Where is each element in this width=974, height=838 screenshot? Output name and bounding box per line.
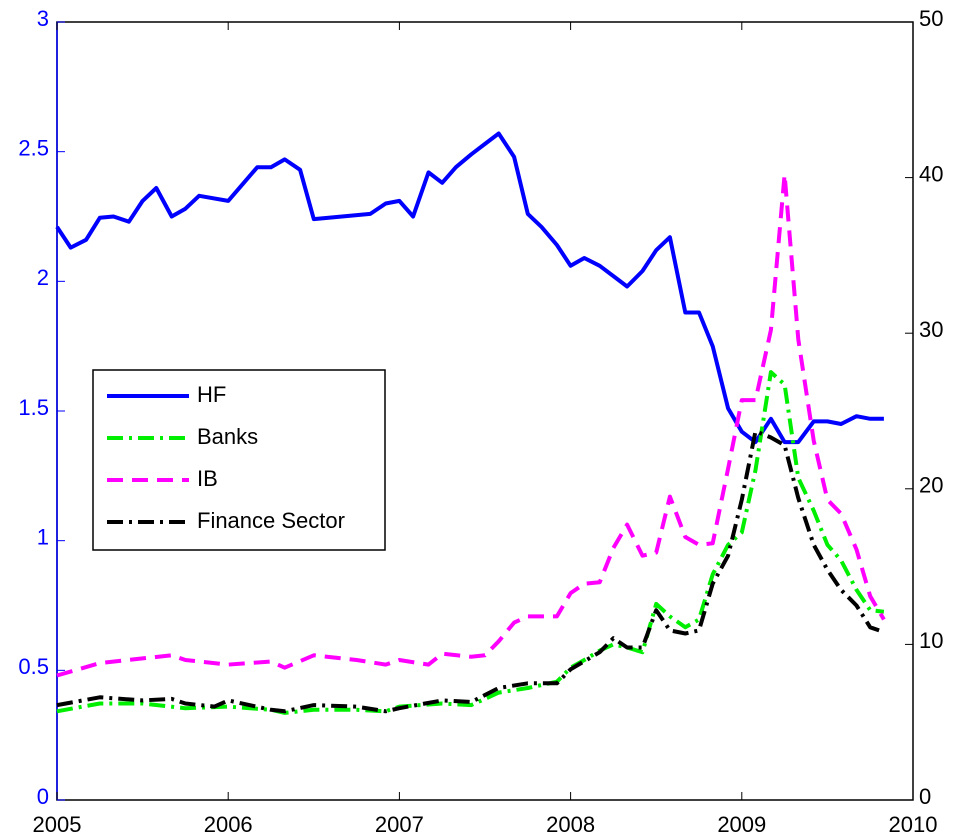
y2-tick-label: 0	[919, 784, 931, 809]
x-tick-label: 2008	[546, 812, 595, 837]
x-tick-label: 2005	[33, 812, 82, 837]
x-tick-label: 2009	[717, 812, 766, 837]
y-tick-label: 1	[37, 524, 49, 549]
y-tick-label: 3	[37, 6, 49, 31]
series-line	[56, 429, 885, 714]
series-line	[55, 131, 884, 445]
y-tick-label: 2.5	[18, 135, 49, 160]
legend: HF Banks IB Finance Sector	[92, 369, 386, 551]
x-tick-label: 2010	[889, 812, 938, 837]
y2-tick-label: 50	[919, 6, 943, 31]
legend-label: Finance Sector	[197, 508, 345, 533]
x-tick-label: 2007	[375, 812, 424, 837]
y-tick-label: 2	[37, 265, 49, 290]
y2-tick-label: 10	[919, 628, 943, 653]
y-tick-label: 1.5	[18, 395, 49, 420]
x-tick-label: 2006	[204, 812, 253, 837]
y2-tick-label: 20	[919, 473, 943, 498]
y-tick-label: 0.5	[18, 654, 49, 679]
series-line	[56, 172, 886, 678]
y2-tick-label: 30	[919, 317, 943, 342]
legend-label: IB	[197, 466, 218, 491]
y2-tick-label: 40	[919, 161, 943, 186]
legend-label: HF	[197, 382, 226, 407]
legend-label: Banks	[197, 424, 258, 449]
y-tick-label: 0	[37, 784, 49, 809]
